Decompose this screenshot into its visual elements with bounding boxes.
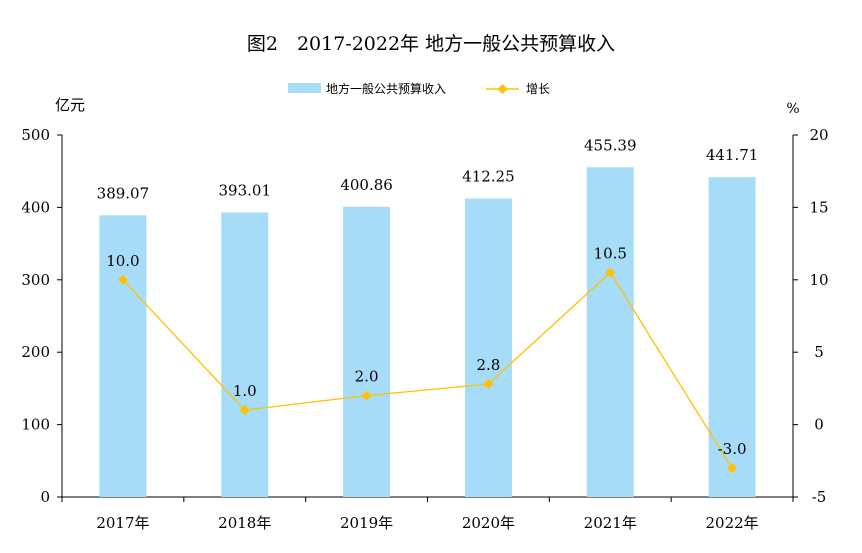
growth-value-label: 10.5 (594, 245, 627, 263)
growth-value-label: 10.0 (106, 252, 139, 270)
growth-point (239, 405, 250, 416)
x-tick-label: 2018年 (218, 514, 271, 532)
legend-line-label: 增长 (526, 82, 550, 96)
y-tick-label: 100 (21, 416, 50, 434)
x-tick-label: 2022年 (705, 514, 758, 532)
growth-line (122, 271, 733, 469)
growth-point (117, 274, 128, 285)
growth-value-label: 1.0 (233, 382, 257, 400)
growth-point (361, 390, 372, 401)
bar-value-label: 441.71 (706, 146, 759, 164)
growth-point (483, 379, 494, 390)
chart-title: 图2 2017-2022年 地方一般公共预算收入 (247, 33, 615, 55)
growth-value-label: 2.8 (476, 356, 500, 374)
y2-tick-label: 15 (809, 198, 828, 216)
y-tick-label: 400 (21, 198, 50, 216)
y2-tick-label: 0 (814, 416, 824, 434)
y2-tick-label: -5 (812, 488, 827, 506)
growth-value-label: -3.0 (718, 440, 747, 458)
legend-bar-swatch (288, 83, 321, 93)
y2-axis-label: % (786, 101, 799, 117)
bar-value-label: 389.07 (97, 184, 150, 202)
bar-value-label: 455.39 (584, 136, 637, 154)
legend: 地方一般公共预算收入 增长 (288, 81, 550, 96)
bar (464, 198, 512, 497)
growth-value-label: 2.0 (355, 368, 379, 386)
bar-value-label: 393.01 (219, 181, 272, 199)
y-tick-label: 0 (40, 488, 50, 506)
x-tick-label: 2021年 (584, 514, 637, 532)
bar (221, 212, 269, 497)
y-tick-label: 300 (21, 271, 50, 289)
growth-point (605, 267, 616, 278)
bar-value-label: 400.86 (340, 176, 393, 194)
x-tick-label: 2017年 (96, 514, 149, 532)
x-tick-label: 2019年 (340, 514, 393, 532)
y-tick-label: 500 (21, 126, 50, 144)
x-tick-label: 2020年 (462, 514, 515, 532)
y2-tick-label: 5 (814, 343, 824, 361)
bar (343, 206, 391, 498)
y-tick-label: 200 (21, 343, 50, 361)
y2-tick-label: 10 (809, 271, 828, 289)
bar (586, 167, 634, 497)
legend-bar-label: 地方一般公共预算收入 (326, 81, 446, 96)
bar (99, 215, 147, 497)
bar-value-label: 412.25 (462, 168, 515, 186)
growth-point (727, 463, 738, 474)
legend-diamond-marker (497, 84, 508, 94)
y-axis-label: 亿元 (55, 96, 85, 114)
y2-tick-label: 20 (809, 126, 828, 144)
